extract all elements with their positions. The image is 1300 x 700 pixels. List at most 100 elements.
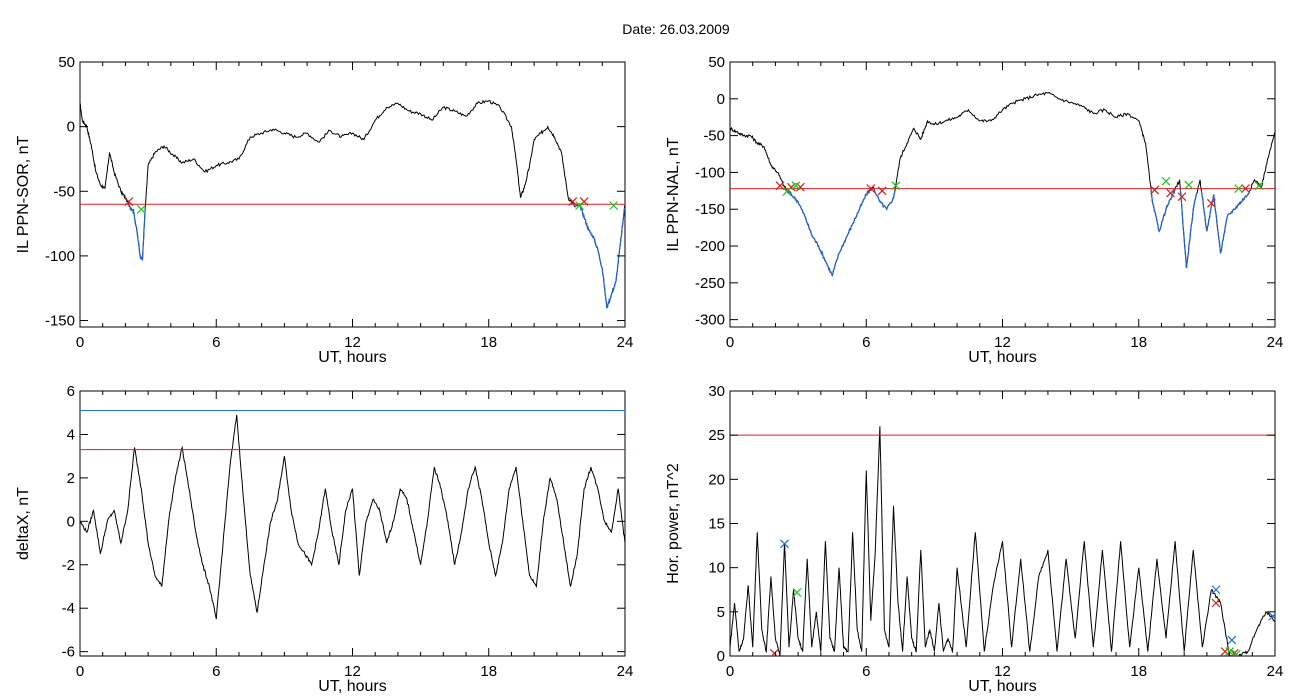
plot-area (80, 410, 625, 620)
red-x-marker (1220, 647, 1230, 656)
green-x-marker (791, 181, 801, 191)
blue-x-marker (1211, 585, 1221, 595)
y-tick-label: -150 (695, 201, 725, 218)
green-x-marker (575, 201, 585, 210)
below-threshold-segment (579, 205, 625, 309)
plot-area (80, 99, 625, 309)
y-tick-label: 20 (708, 471, 725, 488)
plot-area (730, 426, 1275, 656)
x-tick-label: 6 (862, 663, 870, 680)
below-threshold-segment (873, 190, 896, 211)
green-x-marker (1231, 649, 1241, 656)
y-tick-label: 0 (717, 648, 725, 665)
x-tick-label: 6 (212, 663, 220, 680)
y-axis-label: Hor. power, nT^2 (665, 463, 682, 584)
x-tick-label: 24 (617, 663, 634, 680)
y-tick-label: -250 (695, 275, 725, 292)
x-tick-label: 24 (1267, 334, 1284, 351)
x-tick-label: 12 (344, 334, 361, 351)
x-tick-label: 0 (76, 663, 84, 680)
series-line (730, 91, 1275, 277)
green-x-marker (609, 201, 619, 210)
y-tick-label: 4 (67, 426, 75, 443)
below-threshold-segment (128, 205, 146, 261)
red-x-marker (769, 648, 779, 656)
plot-frame (79, 61, 626, 328)
x-tick-label: 12 (994, 334, 1011, 351)
y-tick-label: -150 (45, 313, 75, 330)
y-tick-label: 25 (708, 427, 725, 444)
y-tick-label: 0 (67, 513, 75, 530)
plot-frame (729, 61, 1276, 328)
y-tick-label: 6 (67, 383, 75, 400)
y-axis-label: deltaX, nT (15, 487, 32, 560)
y-tick-label: 0 (717, 91, 725, 108)
x-tick-label: 24 (617, 334, 634, 351)
y-tick-label: -4 (62, 600, 75, 617)
y-tick-label: 2 (67, 470, 75, 487)
green-x-marker (136, 204, 146, 214)
green-x-marker (792, 587, 802, 597)
red-x-marker (1241, 184, 1250, 194)
red-x-marker (775, 181, 785, 191)
x-tick-label: 24 (1267, 663, 1284, 680)
panel-sor: 0 6 12 18 24 -150 -100 -50 0 50 UT, hours IL PPN-SO… (15, 54, 633, 366)
x-tick-label: 0 (76, 334, 84, 351)
green-x-marker (1184, 180, 1194, 190)
plot-frame (729, 390, 1276, 657)
y-tick-label: 30 (708, 383, 725, 400)
below-threshold-segment (1200, 188, 1252, 254)
x-axis-label: UT, hours (968, 349, 1036, 366)
y-tick-label: 5 (717, 604, 725, 621)
series-line (730, 426, 1275, 656)
green-x-marker (782, 187, 792, 196)
green-x-marker (1161, 176, 1171, 186)
x-tick-label: 0 (726, 663, 734, 680)
x-tick-label: 12 (344, 663, 361, 680)
blue-x-marker (1268, 611, 1275, 621)
y-tick-label: 0 (67, 119, 75, 136)
red-x-marker (1206, 198, 1216, 208)
x-axis-label: UT, hours (318, 349, 386, 366)
green-x-marker (1225, 647, 1235, 656)
y-tick-label: -100 (695, 164, 725, 181)
red-x-marker (877, 186, 887, 196)
y-tick-label: 50 (58, 54, 75, 71)
x-tick-label: 6 (862, 334, 870, 351)
y-tick-label: 10 (708, 560, 725, 577)
plot-area (730, 91, 1275, 278)
y-tick-label: -50 (703, 128, 725, 145)
x-tick-label: 12 (994, 663, 1011, 680)
red-x-marker (568, 197, 578, 207)
panel-nal: 0 6 12 18 24 -300 -250 -200 -150 -100 -50 0 50 UT, ho… (665, 54, 1283, 366)
blue-x-marker (1227, 635, 1237, 645)
y-tick-label: -200 (695, 238, 725, 255)
red-x-marker (866, 184, 876, 194)
green-x-marker (1234, 184, 1244, 194)
red-x-marker (1177, 192, 1187, 202)
panel-power: 0 6 12 18 24 0 5 10 15 20 25 30 UT, hours Hor. power,… (665, 383, 1283, 695)
y-tick-label: -100 (45, 248, 75, 265)
green-x-marker (1254, 181, 1264, 191)
red-x-marker (1166, 188, 1175, 198)
x-tick-label: 18 (1130, 334, 1147, 351)
series-line (80, 414, 625, 620)
x-tick-label: 0 (726, 334, 734, 351)
red-x-marker (1229, 648, 1239, 656)
x-tick-label: 18 (1130, 663, 1147, 680)
red-x-marker (1150, 185, 1160, 195)
x-axis-label: UT, hours (318, 678, 386, 695)
y-axis-label: IL PPN-NAL, nT (665, 137, 682, 251)
x-tick-label: 6 (212, 334, 220, 351)
below-threshold-segment (785, 188, 871, 278)
figure-title: Date: 26.03.2009 (622, 21, 730, 37)
y-axis-label: IL PPN-SOR, nT (15, 135, 32, 253)
below-threshold-segment (1150, 188, 1176, 233)
red-x-marker (124, 197, 134, 207)
y-tick-label: -50 (53, 183, 75, 200)
below-threshold-segment (1179, 188, 1198, 269)
y-tick-label: 15 (708, 516, 725, 533)
